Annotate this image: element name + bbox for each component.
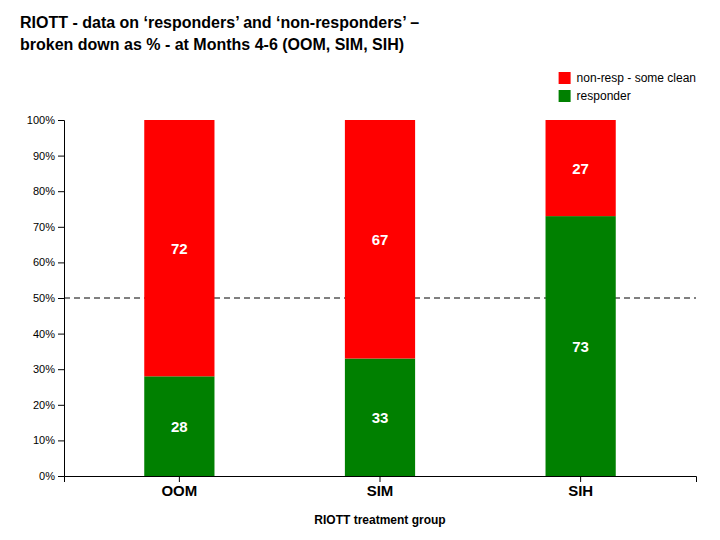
y-tick: 30% bbox=[33, 363, 64, 375]
data-label: 33 bbox=[372, 409, 389, 426]
y-tick-mark bbox=[58, 120, 64, 121]
y-tick-mark bbox=[58, 227, 64, 228]
data-labels: 28 33 73 72 67 27 bbox=[171, 160, 589, 435]
y-tick-mark bbox=[58, 334, 64, 335]
y-tick-mark bbox=[58, 476, 64, 477]
y-tick-label: 50% bbox=[33, 292, 55, 304]
y-tick-label: 0% bbox=[39, 470, 55, 482]
chart: RIOTT - data on ‘responders’ and ‘non-re… bbox=[0, 0, 720, 540]
subtitle: broken down as % - at Months 4-6 (OOM, S… bbox=[20, 36, 404, 53]
legend-item: responder bbox=[559, 89, 631, 103]
x-axis-title: RIOTT treatment group bbox=[314, 513, 445, 527]
data-label: 73 bbox=[572, 338, 589, 355]
bar bbox=[144, 120, 214, 376]
y-tick-mark bbox=[58, 191, 64, 192]
bar bbox=[144, 376, 214, 476]
y-tick: 80% bbox=[33, 185, 64, 197]
legend-label: responder bbox=[577, 89, 631, 103]
x-tick: SIH bbox=[568, 476, 593, 499]
data-label: 28 bbox=[171, 418, 188, 435]
legend-item: non-resp - some clean bbox=[559, 71, 696, 85]
y-tick: 0% bbox=[39, 470, 64, 482]
y-tick: 100% bbox=[27, 114, 64, 126]
x-axis: OOM SIM SIH bbox=[65, 476, 697, 499]
y-tick: 10% bbox=[33, 434, 64, 446]
y-tick: 50% bbox=[33, 292, 64, 304]
y-axis: 0% 10% 20% 30% 40% 50% 60% 70% 80% 90% 100% bbox=[27, 114, 65, 482]
x-tick-label: OOM bbox=[161, 482, 197, 499]
data-label: 27 bbox=[572, 160, 589, 177]
y-tick-label: 90% bbox=[33, 150, 55, 162]
marks bbox=[64, 120, 696, 476]
title: RIOTT - data on ‘responders’ and ‘non-re… bbox=[20, 14, 419, 31]
bar bbox=[546, 216, 616, 476]
bar bbox=[345, 359, 415, 476]
plot: 28 33 73 72 67 27 0% 10% 20% 30% 40% 50% 60% 70% 80% 90… bbox=[27, 114, 697, 499]
data-label: 72 bbox=[171, 240, 188, 257]
y-tick: 40% bbox=[33, 328, 64, 340]
y-tick-label: 60% bbox=[33, 256, 55, 268]
y-tick-label: 10% bbox=[33, 434, 55, 446]
y-axis-line bbox=[58, 121, 65, 477]
y-tick-mark bbox=[58, 405, 64, 406]
bar bbox=[546, 120, 616, 216]
y-tick-label: 30% bbox=[33, 363, 55, 375]
x-tick-label: SIH bbox=[568, 482, 593, 499]
x-tick: SIM bbox=[367, 476, 394, 499]
y-tick: 20% bbox=[33, 399, 64, 411]
y-tick-label: 20% bbox=[33, 399, 55, 411]
y-tick-mark bbox=[58, 440, 64, 441]
y-tick-label: 70% bbox=[33, 221, 55, 233]
y-tick-mark bbox=[58, 156, 64, 157]
y-tick-mark bbox=[58, 298, 64, 299]
y-tick-label: 40% bbox=[33, 328, 55, 340]
y-tick: 60% bbox=[33, 256, 64, 268]
x-tick-label: SIM bbox=[367, 482, 394, 499]
bar bbox=[345, 120, 415, 359]
y-tick-label: 100% bbox=[27, 114, 55, 126]
bar-series bbox=[144, 120, 615, 376]
data-label: 67 bbox=[372, 231, 389, 248]
legend-swatch bbox=[559, 90, 571, 102]
y-tick: 90% bbox=[33, 150, 64, 162]
y-tick-label: 80% bbox=[33, 185, 55, 197]
y-tick: 70% bbox=[33, 221, 64, 233]
y-tick-mark bbox=[58, 262, 64, 263]
legend: non-resp - some clean responder bbox=[559, 71, 696, 103]
x-tick: OOM bbox=[161, 476, 197, 499]
legend-label: non-resp - some clean bbox=[577, 71, 696, 85]
legend-swatch bbox=[559, 72, 571, 84]
y-tick-mark bbox=[58, 369, 64, 370]
